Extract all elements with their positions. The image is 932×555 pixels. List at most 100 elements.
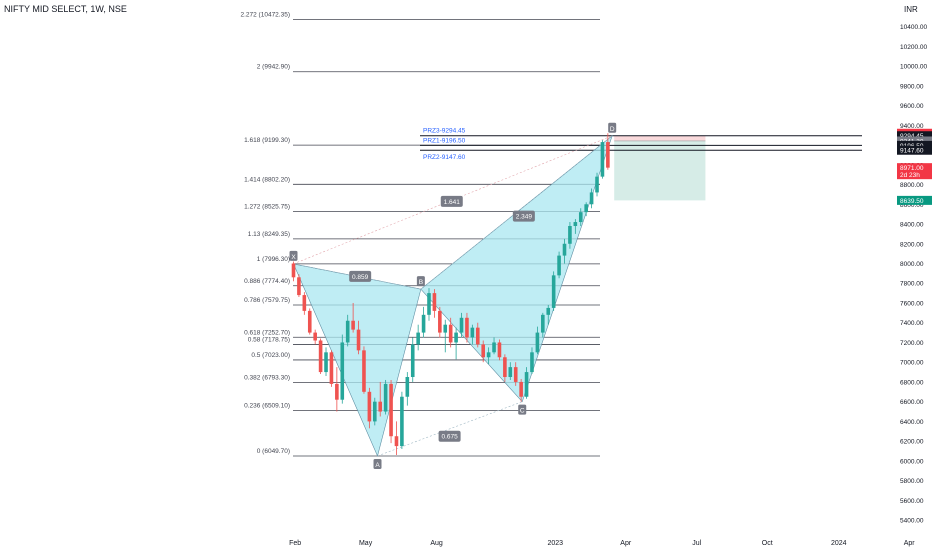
point-label: A xyxy=(375,462,380,469)
candle-body xyxy=(546,307,551,315)
candle-body xyxy=(557,255,561,276)
point-label: X xyxy=(291,254,296,261)
chart-title: NIFTY MID SELECT, 1W, NSE xyxy=(4,4,127,14)
point-badge xyxy=(416,276,425,287)
candle-body xyxy=(497,342,502,358)
price-tag xyxy=(897,163,932,180)
candle-body xyxy=(389,383,393,437)
x-tick-label: Aug xyxy=(430,540,443,547)
candle-body xyxy=(475,327,480,345)
candle-body xyxy=(394,436,399,447)
candle-body xyxy=(443,324,448,333)
point-badge xyxy=(289,250,298,261)
ratio-label: 0.859 xyxy=(352,274,369,281)
fib-level-label: 1.13 (8249.35) xyxy=(248,231,290,238)
y-tick-label: 5800.00 xyxy=(900,478,924,485)
x-tick-label: 2024 xyxy=(831,540,847,547)
candle-body xyxy=(492,342,496,353)
candle-body xyxy=(313,332,317,341)
candle-body xyxy=(535,332,540,353)
price-tag-label: 8971.00 xyxy=(900,165,924,172)
candle-body xyxy=(438,310,442,333)
x-tick-label: Oct xyxy=(762,540,773,547)
candle-body xyxy=(573,222,578,226)
ratio-label: 0.675 xyxy=(441,434,458,441)
candle-body xyxy=(324,352,328,373)
y-tick-label: 6800.00 xyxy=(900,379,924,386)
ratio-badge xyxy=(440,195,463,207)
candle-body xyxy=(465,317,469,338)
y-tick-label: 8800.00 xyxy=(900,182,924,189)
fib-level-label: 0.786 (7579.75) xyxy=(244,297,290,304)
ratio-label: 2.349 xyxy=(516,214,533,221)
fib-level-label: 1.414 (8802.20) xyxy=(244,176,290,183)
candle-body xyxy=(373,401,377,422)
y-tick-label: 9600.00 xyxy=(900,103,924,110)
point-badge xyxy=(608,122,617,133)
y-tick-label: 7800.00 xyxy=(900,281,924,288)
candle-body xyxy=(562,243,567,256)
candle-body xyxy=(578,212,583,223)
price-tag-countdown: 2d 23h xyxy=(900,172,920,179)
y-tick-label: 8400.00 xyxy=(900,222,924,229)
candle-body xyxy=(421,314,426,333)
y-tick-label: 9400.00 xyxy=(900,123,924,130)
candle-body xyxy=(345,320,350,343)
candle-body xyxy=(568,225,572,244)
y-tick-label: 6000.00 xyxy=(900,458,924,465)
price-tag xyxy=(897,145,932,155)
target-zone xyxy=(614,140,706,201)
fib-level-label: 0 (6049.70) xyxy=(257,448,290,455)
candle-body xyxy=(551,275,556,308)
fib-level-label: 0.382 (6793.30) xyxy=(244,375,290,382)
candle-body xyxy=(405,377,410,397)
candle-body xyxy=(340,342,345,400)
y-tick-label: 8000.00 xyxy=(900,261,924,268)
candle-body xyxy=(400,396,404,447)
x-tick-label: May xyxy=(359,540,373,547)
candle-body xyxy=(584,204,588,213)
candle-body xyxy=(513,367,518,382)
x-tick-label: Apr xyxy=(620,540,632,547)
fib-level-label: 0.886 (7774.40) xyxy=(244,278,290,285)
candle-body xyxy=(524,372,529,397)
fib-level-label: 1.272 (8525.75) xyxy=(244,204,290,211)
candle-body xyxy=(459,317,464,333)
y-tick-label: 10400.00 xyxy=(900,24,927,31)
y-tick-label: 8600.00 xyxy=(900,202,924,209)
candle-body xyxy=(307,310,312,333)
candle-body xyxy=(302,295,307,311)
stop-zone xyxy=(614,135,706,141)
candle-body xyxy=(378,401,383,412)
price-tag xyxy=(897,131,932,141)
candle-body xyxy=(595,176,599,193)
prz-label: PRZ1-9196.50 xyxy=(423,137,466,144)
prz-label: PRZ3-9294.45 xyxy=(423,128,466,135)
candle-body xyxy=(454,332,458,343)
xd-diagonal xyxy=(293,135,613,265)
ratio-badge xyxy=(349,270,372,282)
point-badge xyxy=(373,458,382,469)
y-tick-label: 5400.00 xyxy=(900,518,924,525)
fib-level-label: 2 (9942.90) xyxy=(257,64,290,71)
point-label: C xyxy=(520,408,525,415)
price-tag xyxy=(897,195,932,205)
y-tick-label: 7200.00 xyxy=(900,340,924,347)
x-tick-label: 2023 xyxy=(547,540,563,547)
x-tick-label: Feb xyxy=(289,540,301,547)
candle-body xyxy=(589,192,594,205)
candle-body xyxy=(329,352,334,384)
point-label: D xyxy=(610,126,615,133)
price-tag-label: 9147.60 xyxy=(900,148,924,155)
fib-level-label: 0.5 (7023.00) xyxy=(251,352,290,359)
candle-body xyxy=(503,357,507,378)
y-tick-label: 10000.00 xyxy=(900,64,927,71)
candle-body xyxy=(519,381,523,397)
ratio-badge xyxy=(512,210,535,222)
y-tick-label: 6400.00 xyxy=(900,419,924,426)
candle-body xyxy=(427,293,431,315)
candle-body xyxy=(448,324,453,343)
point-label: B xyxy=(419,279,423,286)
